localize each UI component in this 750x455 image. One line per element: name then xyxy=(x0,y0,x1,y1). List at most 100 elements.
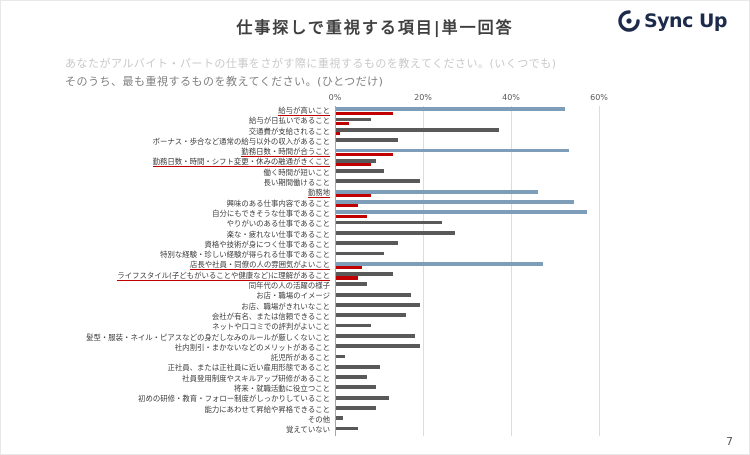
category-label: 勤務日数・時間・シフト変更・休みの融通がきくこと xyxy=(63,157,335,168)
bar-multiple-answer xyxy=(336,220,442,225)
bar-group xyxy=(335,219,673,229)
bar-group xyxy=(335,137,673,147)
chart-row: その他 xyxy=(63,415,673,425)
category-label: 会社が有名、または信頼できること xyxy=(63,312,335,322)
bar-group xyxy=(335,116,673,126)
category-label: 働く時間が短いこと xyxy=(63,168,335,178)
category-label-text: やりがいのある仕事であること xyxy=(226,219,330,229)
bar-group xyxy=(335,333,673,343)
question-text-single: そのうち、最も重視するものを教えてください。(ひとつだけ) xyxy=(65,75,384,88)
category-label: 興味のある仕事内容であること xyxy=(63,199,335,209)
bar-group xyxy=(335,260,673,270)
chart-row: 社内割引・まかないなどのメリットがあること xyxy=(63,343,673,353)
category-label: 髪型・服装・ネイル・ピアスなどの身だしなみのルールが厳しくないこと xyxy=(63,333,335,343)
bar-multiple-answer xyxy=(336,292,411,297)
category-label: 交通費が支給されること xyxy=(63,127,335,137)
bar-multiple-answer xyxy=(336,395,389,400)
bar-multiple-answer xyxy=(336,158,376,163)
category-label: 託児所があること xyxy=(63,353,335,363)
question-block: あなたがアルバイト・パートの仕事をさがす際に重視するものを教えてください。(いく… xyxy=(65,55,749,89)
chart-row: 会社が有名、または信頼できること xyxy=(63,312,673,322)
bar-multiple-answer xyxy=(336,272,394,276)
bar-multiple-answer xyxy=(336,416,343,421)
category-label-text: ライフスタイル(子どもがいることや健康など)に理解があること xyxy=(117,270,330,281)
bar-multiple-answer xyxy=(336,179,420,184)
bar-group xyxy=(335,106,673,116)
chart-row: ボーナス・歩合など通常の給与以外の収入があること xyxy=(63,137,673,147)
category-label-text: 託児所があること xyxy=(270,353,330,363)
category-label-text: その他 xyxy=(307,414,330,424)
category-label-text: 興味のある仕事内容であること xyxy=(226,198,330,208)
category-label-text: お店、職場がきれいなこと xyxy=(241,301,330,311)
chart-row: 長い期間働けること xyxy=(63,178,673,188)
bar-multiple-answer xyxy=(336,333,416,338)
bar-multiple-answer xyxy=(336,241,398,246)
bar-single-answer xyxy=(336,204,358,208)
bar-multiple-answer xyxy=(336,127,499,132)
category-label: 将来・就職活動に役立つこと xyxy=(63,384,335,394)
bar-group xyxy=(335,415,673,425)
category-label-text: 髪型・服装・ネイル・ピアスなどの身だしなみのルールが厳しくないこと xyxy=(86,332,330,342)
bar-group xyxy=(335,209,673,219)
category-label: 勤務地 xyxy=(63,188,335,199)
bar-group xyxy=(335,147,673,157)
bar-multiple-answer xyxy=(336,200,574,204)
bar-group xyxy=(335,405,673,415)
category-label: 社員登用制度やスキルアップ研修があること xyxy=(63,374,335,384)
bar-group xyxy=(335,178,673,188)
chart-row: 髪型・服装・ネイル・ピアスなどの身だしなみのルールが厳しくないこと xyxy=(63,333,673,343)
chart-row: 給与が高いこと xyxy=(63,106,673,116)
category-label-text: 楽な・疲れない仕事であること xyxy=(226,229,330,239)
bar-multiple-answer xyxy=(336,230,455,235)
bar-group xyxy=(335,157,673,167)
category-label: 特別な経験・珍しい経験が得られる仕事であること xyxy=(63,250,335,260)
bar-multiple-answer xyxy=(336,148,570,153)
page-number: 7 xyxy=(726,435,733,448)
category-label: 楽な・疲れない仕事であること xyxy=(63,230,335,240)
category-label: 勤務日数・時間が合うこと xyxy=(63,147,335,158)
bar-group xyxy=(335,363,673,373)
bar-multiple-answer xyxy=(336,313,407,318)
bar-multiple-answer xyxy=(336,117,372,122)
bar-multiple-answer xyxy=(336,282,367,287)
brand-name: Sync Up xyxy=(643,10,728,32)
category-label: 自分にもできそうな仕事であること xyxy=(63,209,335,219)
chart-row: 楽な・疲れない仕事であること xyxy=(63,230,673,240)
category-label-text: 勤務地 xyxy=(307,188,330,199)
bar-group xyxy=(335,281,673,291)
category-label-text: 給与が日払いであること xyxy=(248,116,330,126)
category-label: お店、職場がきれいなこと xyxy=(63,302,335,312)
bar-group xyxy=(335,322,673,332)
bar-multiple-answer xyxy=(336,261,543,266)
x-axis-tick: 0% xyxy=(328,93,342,102)
chart-row: お店、職場がきれいなこと xyxy=(63,302,673,312)
category-label-text: 初めの研修・教育・フォロー制度がしっかりしていること xyxy=(138,394,330,404)
category-label-text: 自分にもできそうな仕事であること xyxy=(212,208,330,218)
bar-multiple-answer xyxy=(336,344,420,349)
bar-group xyxy=(335,127,673,137)
bar-single-answer xyxy=(336,152,394,156)
bar-single-answer xyxy=(336,132,341,136)
chart-row: 能力にあわせて昇給や昇格できること xyxy=(63,405,673,415)
bar-multiple-answer xyxy=(336,107,565,112)
question-text-multiple: あなたがアルバイト・パートの仕事をさがす際に重視するものを教えてください。(いく… xyxy=(65,57,557,70)
bar-single-answer xyxy=(336,214,367,218)
category-label-text: ボーナス・歩合など通常の給与以外の収入があること xyxy=(152,136,330,146)
bar-group xyxy=(335,188,673,198)
chart-row: 正社員、または正社員に近い雇用形態であること xyxy=(63,363,673,373)
bar-single-answer xyxy=(336,193,372,198)
bar-multiple-answer xyxy=(336,354,345,359)
chart-row: 勤務地 xyxy=(63,188,673,199)
bar-single-answer xyxy=(336,121,350,126)
category-label-text: 交通費が支給されること xyxy=(248,126,330,136)
category-label-text: 長い期間働けること xyxy=(263,178,330,188)
chart-row: 興味のある仕事内容であること xyxy=(63,199,673,209)
bar-single-answer xyxy=(336,111,394,115)
x-axis-tick: 20% xyxy=(414,93,432,102)
category-label-text: 勤務日数・時間が合うこと xyxy=(241,147,330,158)
bar-group xyxy=(335,384,673,394)
bar-group xyxy=(335,250,673,260)
bar-group xyxy=(335,199,673,209)
category-label: 資格や技術が身につく仕事であること xyxy=(63,240,335,250)
